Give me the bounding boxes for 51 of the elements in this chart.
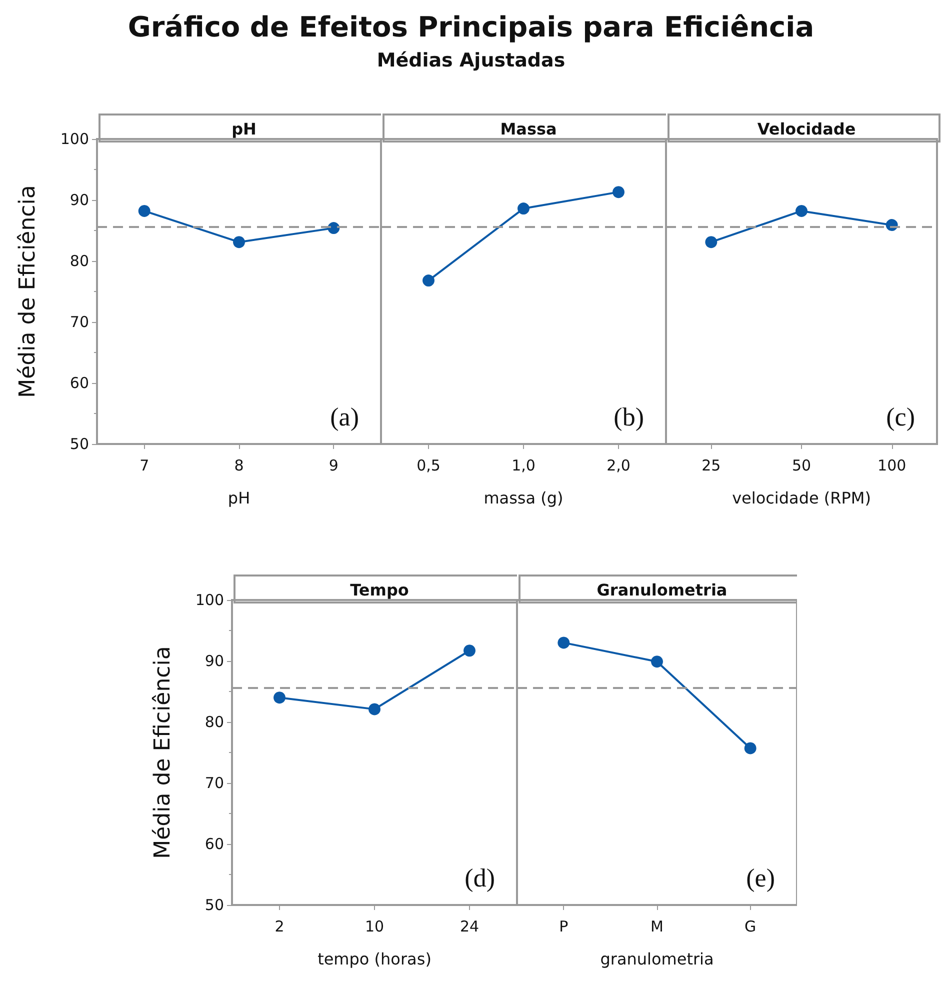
x-tick-label: 7 <box>140 456 150 474</box>
x-tick-label: 25 <box>702 456 721 474</box>
y-axis-title: Média de Eficiência <box>16 185 40 398</box>
x-tick-label: P <box>559 918 568 936</box>
text: Médias Ajustadas <box>376 50 566 72</box>
chart-title: pH <box>232 120 256 138</box>
x-tick-label: 10 <box>364 918 384 936</box>
y-tick-label: 80 <box>70 252 89 270</box>
y-tick-label: 90 <box>70 191 89 209</box>
chart-title: Velocidade <box>757 120 856 138</box>
annotation: (a) <box>330 402 360 432</box>
y-tick-label: 60 <box>204 835 224 853</box>
x-tick-label: 1,0 <box>512 456 536 474</box>
y-tick-label: 70 <box>70 313 89 331</box>
y-tick-label: 70 <box>204 774 224 792</box>
y-axis-title: Média de Eficiência <box>150 646 176 859</box>
x-axis-title: tempo (horas) <box>318 950 432 968</box>
annotation: (d) <box>464 864 496 892</box>
x-axis-title: velocidade (RPM) <box>732 488 871 508</box>
annotation: (c) <box>886 402 916 432</box>
y-tick-label: 50 <box>204 896 224 914</box>
y-tick-label: 90 <box>204 652 224 670</box>
y-tick-label: 100 <box>60 130 89 148</box>
point <box>464 644 476 657</box>
chart-title: Granulometria <box>596 580 728 600</box>
y-tick-label: 50 <box>70 435 89 453</box>
x-tick-label: 24 <box>460 918 480 936</box>
x-axis-title: granulometria <box>600 950 714 968</box>
x-tick-label: 50 <box>792 456 812 474</box>
annotation: (b) <box>614 402 644 432</box>
x-tick-label: 2 <box>274 918 284 936</box>
chart-title: Tempo <box>350 580 409 600</box>
point <box>368 703 380 716</box>
y-tick-label: 60 <box>70 374 89 392</box>
x-tick-label: G <box>744 918 756 936</box>
point <box>274 692 286 704</box>
x-axis-title: massa (g) <box>484 488 564 508</box>
x-tick-label: 0,5 <box>416 456 440 474</box>
x-tick-label: 9 <box>328 456 338 474</box>
x-axis-title: pH <box>228 488 250 508</box>
point <box>233 236 245 248</box>
x-tick-label: M <box>650 918 664 936</box>
y-tick-label: 80 <box>204 713 224 731</box>
chart-title: Massa <box>500 120 557 138</box>
y-tick-label: 100 <box>195 591 224 609</box>
x-tick-label: 2,0 <box>606 456 630 474</box>
x-tick-label: 100 <box>878 456 906 474</box>
text: Gráfico de Efeitos Principais para Eficiência <box>128 10 814 44</box>
point <box>138 204 150 217</box>
annotation: (e) <box>746 864 776 892</box>
x-tick-label: 8 <box>234 456 244 474</box>
